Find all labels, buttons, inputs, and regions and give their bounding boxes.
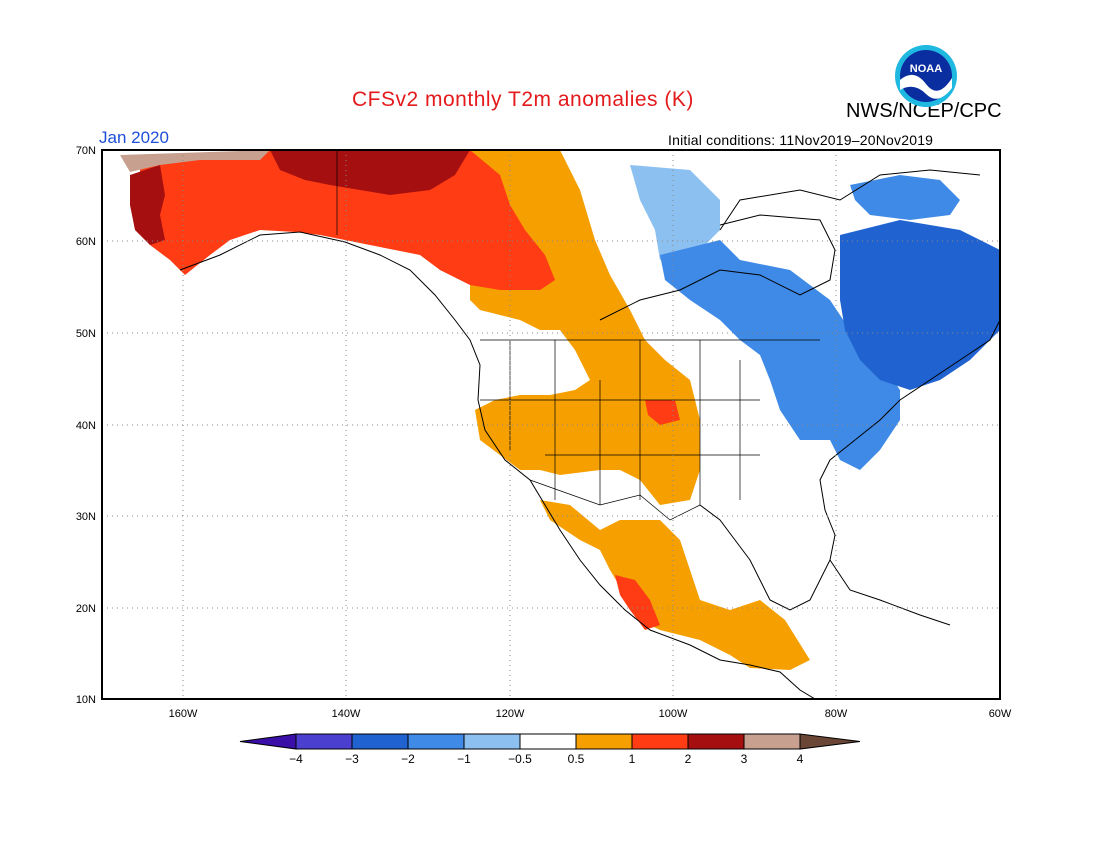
map-frame — [101, 149, 1001, 700]
colorbar-box-7 — [631, 733, 689, 750]
colorbar-label-neg3: −3 — [345, 752, 359, 766]
anomaly-region-plains-red — [645, 400, 680, 425]
colorbar-box-2 — [351, 733, 409, 750]
colorbar — [239, 733, 861, 750]
colorbar-label-4: 4 — [796, 752, 804, 766]
noaa-logo: NOAA — [895, 45, 957, 107]
colorbar-label-neg2: −2 — [401, 752, 415, 766]
lon-label-100w: 100W — [659, 708, 688, 720]
anomaly-region-yukon-darkred — [270, 150, 470, 195]
lat-label-40n: 40N — [76, 420, 96, 432]
lat-label-30n: 30N — [76, 511, 96, 523]
colorbar-box-1 — [295, 733, 353, 750]
lat-label-20n: 20N — [76, 603, 96, 615]
colorbar-box-9 — [743, 733, 801, 750]
lat-label-50n: 50N — [76, 328, 96, 340]
organization-label: NWS/NCEP/CPC — [846, 100, 1002, 122]
colorbar-box-5 — [519, 733, 577, 750]
colorbar-arrow-low — [239, 733, 297, 750]
colorbar-label-neg0-5: −0.5 — [508, 752, 532, 766]
lat-label-10n: 10N — [76, 694, 96, 706]
anomaly-region-canada-blue — [660, 240, 900, 470]
noaa-logo-text: NOAA — [910, 63, 942, 75]
lat-label-60n: 60N — [76, 236, 96, 248]
map-title: CFSv2 monthly T2m anomalies (K) — [352, 88, 694, 111]
lon-label-120w: 120W — [496, 708, 525, 720]
colorbar-label-2: 2 — [684, 752, 692, 766]
anomaly-region-quebec-darkblue — [840, 220, 1000, 390]
anomaly-region-canada-lightblue — [630, 165, 720, 260]
lon-label-140w: 140W — [332, 708, 361, 720]
colorbar-box-4 — [463, 733, 521, 750]
anomaly-region-alaska-red — [140, 150, 555, 290]
coastlines — [179, 169, 1000, 699]
lon-label-160w: 160W — [169, 708, 198, 720]
longitude-labels: 160W 140W 120W 100W 80W 60W — [169, 708, 1012, 720]
colorbar-label-1: 1 — [628, 752, 636, 766]
anomaly-region-alaska-tan — [120, 150, 270, 172]
colorbar-label-0-5: 0.5 — [567, 752, 585, 766]
latitude-labels: 70N 60N 50N 40N 30N 20N 10N — [76, 145, 96, 706]
colorbar-box-6 — [575, 733, 633, 750]
anomaly-region-mexico-red — [615, 575, 660, 630]
cold-anomaly-regions — [630, 165, 1000, 470]
political-boundaries — [336, 150, 820, 521]
anomaly-region-alaska-west-darkred — [130, 165, 165, 245]
colorbar-arrow-high — [799, 733, 861, 750]
forecast-month-label: Jan 2020 — [99, 128, 169, 147]
lon-label-80w: 80W — [825, 708, 848, 720]
colorbar-label-neg4: −4 — [289, 752, 303, 766]
colorbar-box-3 — [407, 733, 465, 750]
colorbar-label-neg1: −1 — [457, 752, 471, 766]
anomaly-region-baffin-blue — [850, 175, 960, 220]
colorbar-box-8 — [687, 733, 745, 750]
lon-label-60w: 60W — [989, 708, 1012, 720]
warm-anomaly-regions — [120, 150, 810, 670]
colorbar-label-3: 3 — [740, 752, 748, 766]
lat-label-70n: 70N — [76, 145, 96, 157]
anomaly-region-mexico-orange — [540, 500, 810, 670]
initial-conditions-label: Initial conditions: 11Nov2019–20Nov2019 — [668, 132, 934, 148]
